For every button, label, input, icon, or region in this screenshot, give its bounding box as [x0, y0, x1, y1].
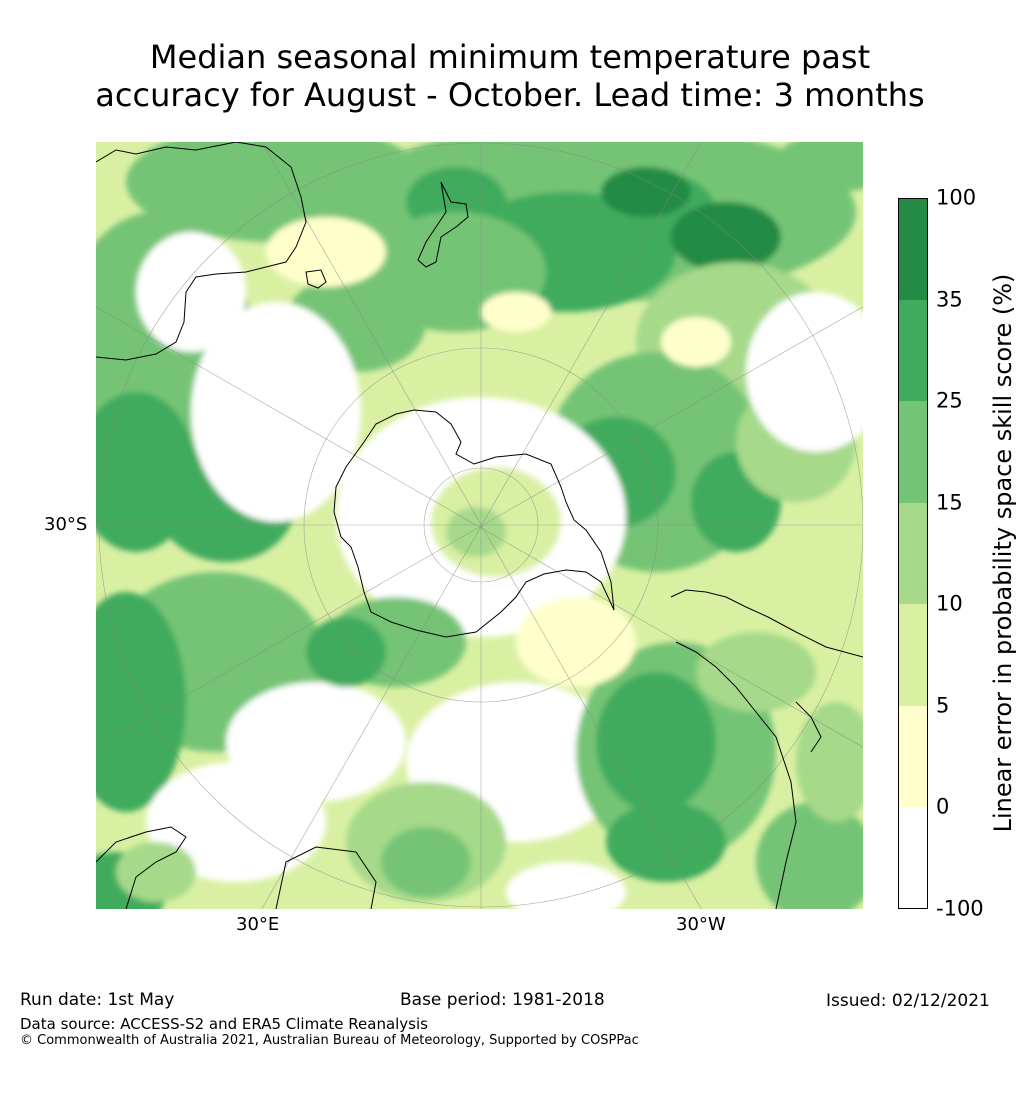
africa-coast — [96, 826, 187, 909]
colorbar-tick-0: 0 — [936, 794, 950, 819]
title-line-2: accuracy for August - October. Lead time… — [95, 76, 925, 114]
copyright: © Commonwealth of Australia 2021, Austra… — [20, 1033, 639, 1048]
lat-label-30s: 30°S — [44, 514, 88, 535]
map-svg — [96, 142, 863, 909]
new-zealand-coast — [417, 181, 469, 268]
africa-coast-2 — [275, 846, 377, 909]
tasmania-coast — [305, 269, 327, 289]
australia-coast — [96, 142, 307, 361]
colorbar-bin-25-35 — [898, 300, 928, 401]
colorbar-bin-35-100 — [898, 198, 928, 300]
colorbar-title: Linear error in probability space skill … — [989, 273, 1017, 833]
colorbar-bin-10-15 — [898, 503, 928, 604]
lon-label-30e: 30°E — [236, 914, 280, 935]
chart-title: Median seasonal minimum temperature past… — [0, 38, 1020, 114]
issued-date: Issued: 02/12/2021 — [826, 991, 990, 1011]
colorbar-tick-35: 35 — [936, 287, 963, 312]
south-america-coast — [670, 589, 863, 658]
colorbar-tick-neg100: -100 — [936, 896, 984, 921]
colorbar — [898, 198, 928, 909]
base-period: Base period: 1981-2018 — [400, 990, 605, 1010]
south-america-coast-2 — [675, 641, 797, 909]
antarctica-coast — [333, 409, 615, 638]
colorbar-tick-10: 10 — [936, 591, 963, 616]
colorbar-bin-15-25 — [898, 401, 928, 503]
skill-field — [96, 142, 863, 909]
graticule — [96, 142, 863, 909]
skill-score-map[interactable] — [96, 142, 863, 909]
run-date: Run date: 1st May — [20, 990, 175, 1010]
colorbar-tick-15: 15 — [936, 490, 963, 515]
colorbar-tick-5: 5 — [936, 693, 950, 718]
title-line-1: Median seasonal minimum temperature past — [149, 38, 871, 76]
data-source: Data source: ACCESS-S2 and ERA5 Climate … — [20, 1015, 428, 1033]
south-america-coast-3 — [795, 701, 822, 753]
colorbar-tick-100: 100 — [936, 185, 977, 210]
colorbar-border — [898, 198, 928, 909]
colorbar-bin-5-10 — [898, 604, 928, 706]
colorbar-bin-neg100-0 — [898, 807, 928, 909]
lon-label-30w: 30°W — [676, 914, 726, 935]
colorbar-bin-0-5 — [898, 706, 928, 807]
colorbar-tick-25: 25 — [936, 388, 963, 413]
coastlines — [96, 142, 863, 909]
